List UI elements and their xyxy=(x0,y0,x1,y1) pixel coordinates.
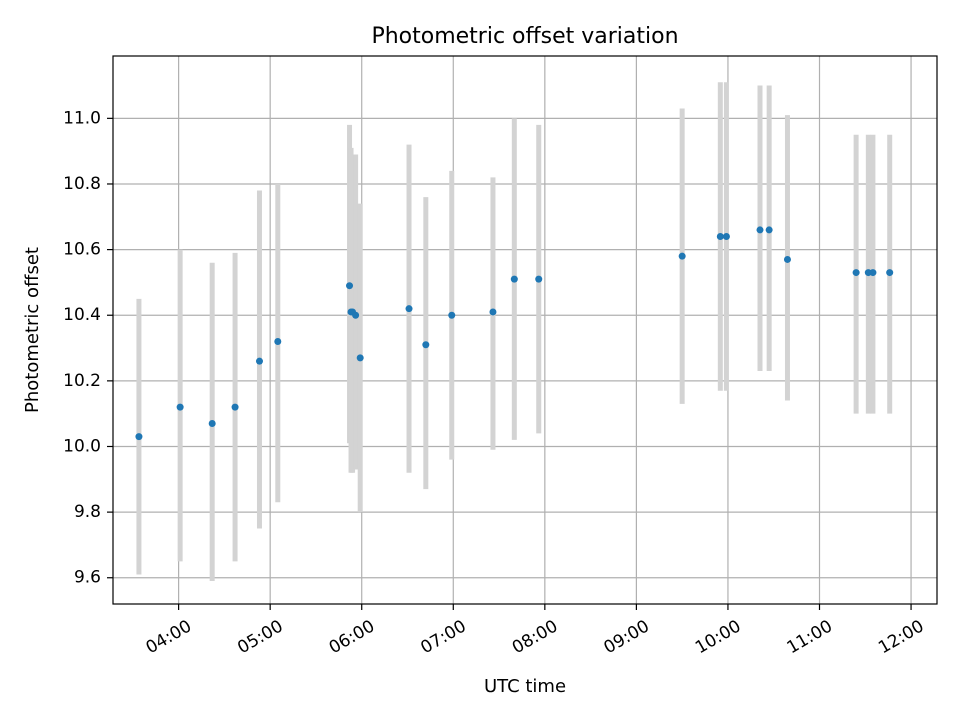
data-point xyxy=(255,357,263,365)
data-point xyxy=(678,252,686,260)
error-bar-layer xyxy=(136,82,893,582)
y-tick-label: 10.8 xyxy=(63,174,101,194)
grid-layer xyxy=(113,56,937,604)
x-tick-label: 11:00 xyxy=(784,616,836,658)
data-point xyxy=(274,337,282,345)
chart-title: Photometric offset variation xyxy=(371,24,678,49)
x-tick-label: 08:00 xyxy=(509,616,561,658)
y-tick-label: 10.4 xyxy=(63,305,101,325)
data-point xyxy=(852,269,860,277)
data-point xyxy=(208,420,216,428)
x-tick-label: 04:00 xyxy=(143,616,195,658)
x-axis-label: UTC time xyxy=(484,676,566,697)
x-tick-label: 12:00 xyxy=(875,616,927,658)
data-point xyxy=(722,232,730,240)
y-tick-label: 11.0 xyxy=(63,108,101,128)
data-point-layer xyxy=(135,226,894,441)
data-point xyxy=(783,255,791,263)
data-point xyxy=(869,269,877,277)
data-point xyxy=(422,341,430,349)
x-tick-label: 05:00 xyxy=(234,616,286,658)
data-point xyxy=(448,311,456,319)
data-point xyxy=(405,305,413,313)
data-point xyxy=(489,308,497,316)
data-point xyxy=(346,282,354,290)
data-point xyxy=(756,226,764,234)
data-point xyxy=(765,226,773,234)
data-point xyxy=(135,433,143,441)
data-point xyxy=(510,275,518,283)
x-tick-label: 06:00 xyxy=(326,616,378,658)
data-point xyxy=(535,275,543,283)
data-point xyxy=(356,354,364,362)
y-axis-label: Photometric offset xyxy=(22,247,43,413)
y-tick-label: 9.8 xyxy=(74,502,101,522)
y-tick-label: 9.6 xyxy=(74,568,101,588)
data-point xyxy=(231,403,239,411)
x-tick-label: 07:00 xyxy=(417,616,469,658)
data-point xyxy=(886,269,894,277)
x-tick-label: 10:00 xyxy=(692,616,744,658)
data-point xyxy=(352,311,360,319)
y-tick-label: 10.6 xyxy=(63,240,101,260)
y-tick-label: 10.0 xyxy=(63,436,101,456)
x-tick-label: 09:00 xyxy=(600,616,652,658)
data-point xyxy=(716,232,724,240)
plot-frame xyxy=(112,55,938,605)
data-point xyxy=(176,403,184,411)
y-tick-label: 10.2 xyxy=(63,371,101,391)
